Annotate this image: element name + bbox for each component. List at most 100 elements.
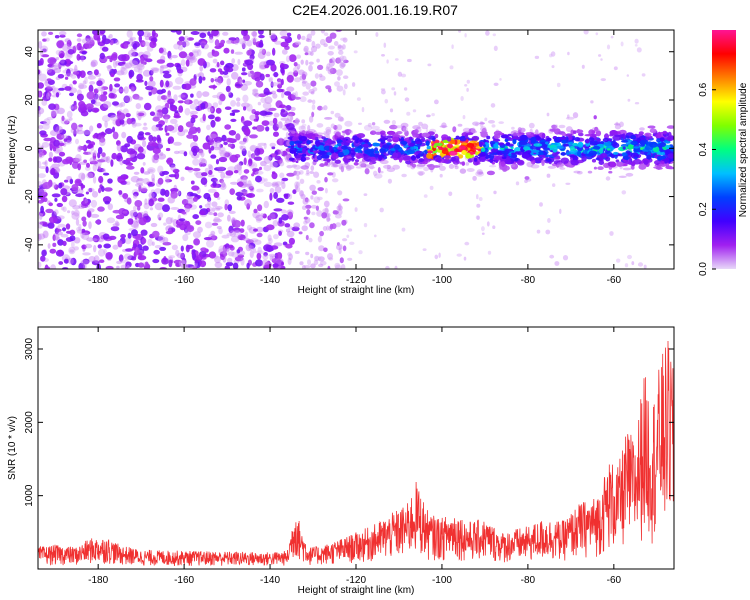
spectrogram-cell-1145 bbox=[210, 230, 216, 236]
spectrogram-cell-1660 bbox=[84, 198, 89, 204]
spectrogram-cell-1058 bbox=[41, 54, 50, 58]
spectrogram-cell-1604 bbox=[227, 90, 232, 96]
spectrogram-cells bbox=[38, 30, 674, 269]
spectrogram-cell-1016 bbox=[220, 171, 226, 179]
spectrogram-cell-3555 bbox=[493, 138, 501, 142]
spectrogram-cell-1985 bbox=[363, 193, 368, 197]
spectrogram-cell-1610 bbox=[156, 134, 161, 142]
spectrogram-cell-1817 bbox=[329, 58, 333, 63]
spectrogram-cell-1939 bbox=[300, 191, 304, 197]
spectrogram-cell-379 bbox=[248, 242, 256, 249]
spectrogram-cell-1109 bbox=[222, 74, 230, 78]
top-xticks-label-4: -100 bbox=[432, 275, 452, 286]
spectrogram-cell-827 bbox=[39, 210, 46, 217]
spectrogram-cell-526 bbox=[72, 205, 81, 210]
spectrogram-cell-2049 bbox=[425, 127, 429, 133]
spectrogram-cell-960 bbox=[244, 199, 252, 207]
spectrogram-cell-2052 bbox=[631, 261, 635, 266]
spectrogram-cell-1385 bbox=[253, 228, 258, 232]
spectrogram-cell-1259 bbox=[38, 69, 41, 75]
spectrogram-cell-1742 bbox=[296, 175, 300, 180]
spectrogram-cell-1416 bbox=[46, 85, 54, 89]
spectrogram-cell-2046 bbox=[391, 120, 396, 125]
spectrogram-cell-2580 bbox=[487, 147, 492, 150]
spectrogram-cell-808 bbox=[219, 251, 228, 257]
spectrogram-cell-48 bbox=[234, 164, 242, 172]
spectrogram-cell-2993 bbox=[549, 128, 556, 132]
spectrogram-cell-1334 bbox=[158, 127, 164, 131]
spectrogram-cell-1631 bbox=[38, 151, 45, 159]
spectrogram-cell-3495 bbox=[546, 137, 552, 142]
spectrogram-cell-1409 bbox=[80, 55, 85, 62]
spectrogram-cell-1358 bbox=[240, 83, 248, 91]
spectrogram-cell-1021 bbox=[200, 158, 207, 167]
spectrogram-cell-3535 bbox=[292, 164, 297, 168]
spectrogram-cell-1045 bbox=[249, 186, 254, 191]
spectrogram-cell-529 bbox=[81, 228, 86, 234]
spectrogram-cell-488 bbox=[76, 53, 81, 61]
spectrogram-cell-1460 bbox=[189, 193, 198, 197]
spectrogram-cell-1548 bbox=[272, 47, 276, 56]
spectrogram-cell-1904 bbox=[295, 181, 301, 188]
spectrogram-cell-3148 bbox=[541, 159, 545, 166]
spectrogram-cell-2212 bbox=[293, 170, 297, 176]
spectrogram-cell-1665 bbox=[73, 104, 78, 110]
spectrogram-cell-1573 bbox=[165, 125, 175, 132]
spectrogram-cell-3356 bbox=[630, 140, 638, 146]
spectrogram-cell-1428 bbox=[287, 193, 293, 200]
spectrogram-cell-1931 bbox=[301, 225, 308, 232]
spectrogram-cell-615 bbox=[47, 243, 51, 249]
spectrogram-cell-3250 bbox=[490, 148, 499, 153]
spectrogram-cell-3471 bbox=[449, 139, 456, 144]
spectrogram-cell-3270 bbox=[558, 163, 565, 167]
spectrogram-cell-1740 bbox=[310, 253, 314, 259]
spectrogram-cell-952 bbox=[76, 33, 83, 38]
spectrogram-cell-35 bbox=[263, 200, 269, 209]
spectrogram-cell-211 bbox=[142, 162, 146, 166]
spectrogram-cell-1542 bbox=[228, 225, 234, 234]
spectrogram-cell-1693 bbox=[225, 39, 233, 45]
spectrogram-cell-1376 bbox=[86, 91, 96, 100]
spectrogram-cell-3508 bbox=[363, 143, 369, 148]
spectrogram-cell-3546 bbox=[576, 129, 584, 134]
spectrogram-cell-3481 bbox=[300, 165, 309, 170]
spectrogram-cell-3504 bbox=[646, 154, 652, 160]
spectrogram-cell-1382 bbox=[224, 203, 228, 211]
spectrogram-cell-3545 bbox=[643, 159, 649, 165]
spectrogram-cell-1601 bbox=[90, 160, 98, 165]
spectrogram-cell-1458 bbox=[41, 249, 47, 257]
spectrogram-cell-1198 bbox=[73, 157, 82, 162]
spectrogram-cell-2084 bbox=[613, 66, 618, 71]
spectrogram-cell-176 bbox=[187, 37, 194, 41]
spectrogram-cell-1302 bbox=[225, 247, 230, 253]
spectrogram-cell-3503 bbox=[593, 115, 597, 120]
spectrogram-cell-1667 bbox=[93, 109, 98, 113]
spectrogram-cell-807 bbox=[79, 70, 86, 78]
spectrogram-cell-184 bbox=[149, 111, 156, 116]
spectrogram-cell-3413 bbox=[448, 150, 458, 156]
spectrogram-cell-3517 bbox=[541, 133, 546, 139]
spectrogram-cell-777 bbox=[45, 166, 49, 174]
spectrogram-cell-1440 bbox=[118, 109, 123, 113]
spectrogram-cell-1095 bbox=[161, 51, 168, 56]
spectrogram-cell-2892 bbox=[644, 132, 652, 137]
spectrogram-cell-3586 bbox=[409, 136, 413, 141]
spectrogram-cell-1585 bbox=[286, 123, 295, 131]
spectrogram-cell-3592 bbox=[606, 148, 611, 151]
spectrogram-cell-1386 bbox=[218, 99, 223, 106]
spectrogram-cell-929 bbox=[235, 133, 241, 141]
spectrogram-cell-1567 bbox=[273, 242, 283, 247]
spectrogram-cell-1627 bbox=[47, 57, 57, 65]
spectrogram-cell-1874 bbox=[324, 176, 328, 183]
spectrogram-cell-572 bbox=[151, 241, 155, 246]
spectrogram-cell-3479 bbox=[311, 135, 316, 140]
spectrogram-cell-1467 bbox=[42, 123, 50, 130]
spectrogram-cell-275 bbox=[159, 65, 165, 74]
spectrogram-cell-1457 bbox=[38, 145, 44, 153]
spectrogram-cell-725 bbox=[104, 187, 113, 192]
spectrogram-cell-3426 bbox=[553, 160, 561, 165]
spectrogram-cell-298 bbox=[274, 40, 282, 45]
spectrogram-cell-1229 bbox=[218, 156, 228, 163]
spectrogram-cell-1713 bbox=[333, 125, 338, 130]
spectrogram-cell-41 bbox=[86, 237, 94, 242]
